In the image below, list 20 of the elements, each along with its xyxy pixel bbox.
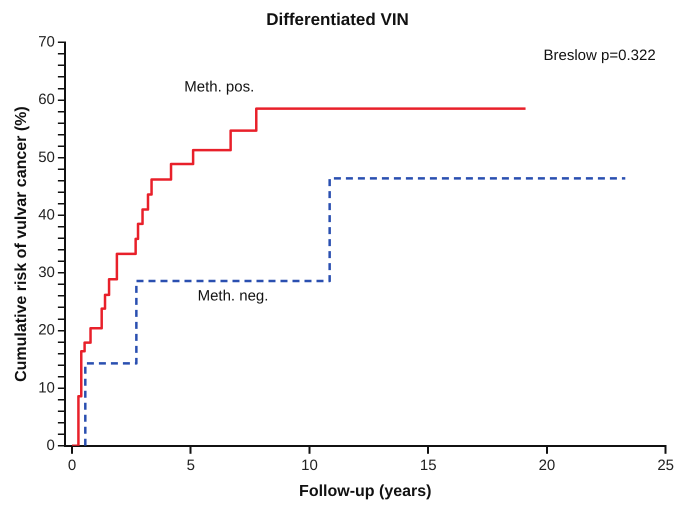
- chart-title: Differentiated VIN: [266, 10, 409, 29]
- y-tick-label: 60: [38, 91, 55, 108]
- y-tick-label: 70: [38, 34, 55, 51]
- x-tick-label: 25: [657, 456, 674, 474]
- series-label: Meth. pos.: [184, 78, 254, 96]
- series-label: Meth. neg.: [198, 288, 268, 305]
- y-tick-label: 50: [38, 148, 55, 166]
- y-tick-label: 40: [38, 206, 55, 224]
- x-tick-label: 5: [186, 456, 195, 474]
- x-tick-label: 10: [301, 456, 318, 474]
- x-axis-title: Follow-up (years): [299, 482, 432, 500]
- x-tick-label: 0: [68, 456, 76, 474]
- y-tick-label: 10: [38, 379, 55, 396]
- x-tick-label: 15: [420, 456, 437, 474]
- y-axis-title: Cumulative risk of vulvar cancer (%): [13, 106, 30, 382]
- x-tick-label: 20: [538, 456, 556, 474]
- y-tick-label: 30: [38, 264, 55, 282]
- annotation: Breslow p=0.322: [544, 47, 656, 64]
- y-tick-label: 0: [46, 436, 55, 454]
- y-tick-label: 20: [38, 322, 55, 339]
